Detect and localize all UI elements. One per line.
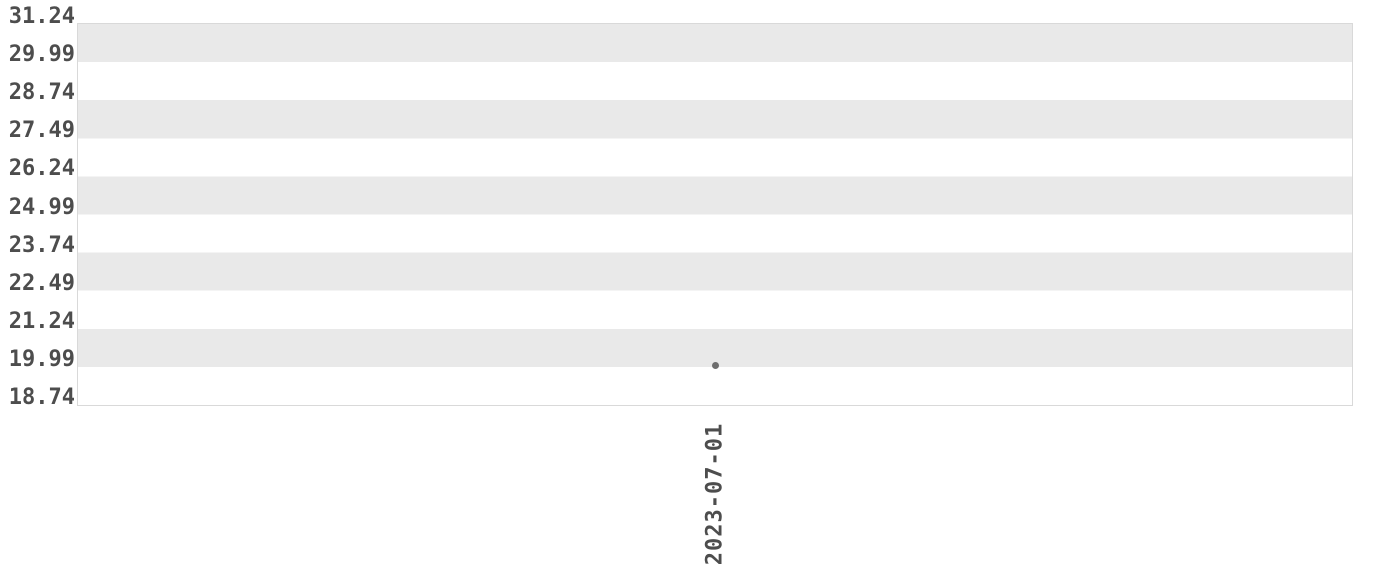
y-tick-label: 24.99 [8,195,75,220]
y-tick-label: 28.74 [8,80,75,105]
plot-area [77,23,1353,406]
x-tick-label: 2023-07-01 [702,422,728,566]
y-tick-label: 18.74 [8,385,75,410]
data-point [711,361,719,369]
y-tick-label: 22.49 [8,271,75,296]
y-tick-label: 19.99 [8,347,75,372]
y-tick-label: 23.74 [8,233,75,258]
y-tick-label: 31.24 [8,4,75,29]
y-tick-label: 26.24 [8,156,75,181]
y-tick-label: 27.49 [8,118,75,143]
y-tick-label: 21.24 [8,309,75,334]
y-tick-label: 29.99 [8,42,75,67]
